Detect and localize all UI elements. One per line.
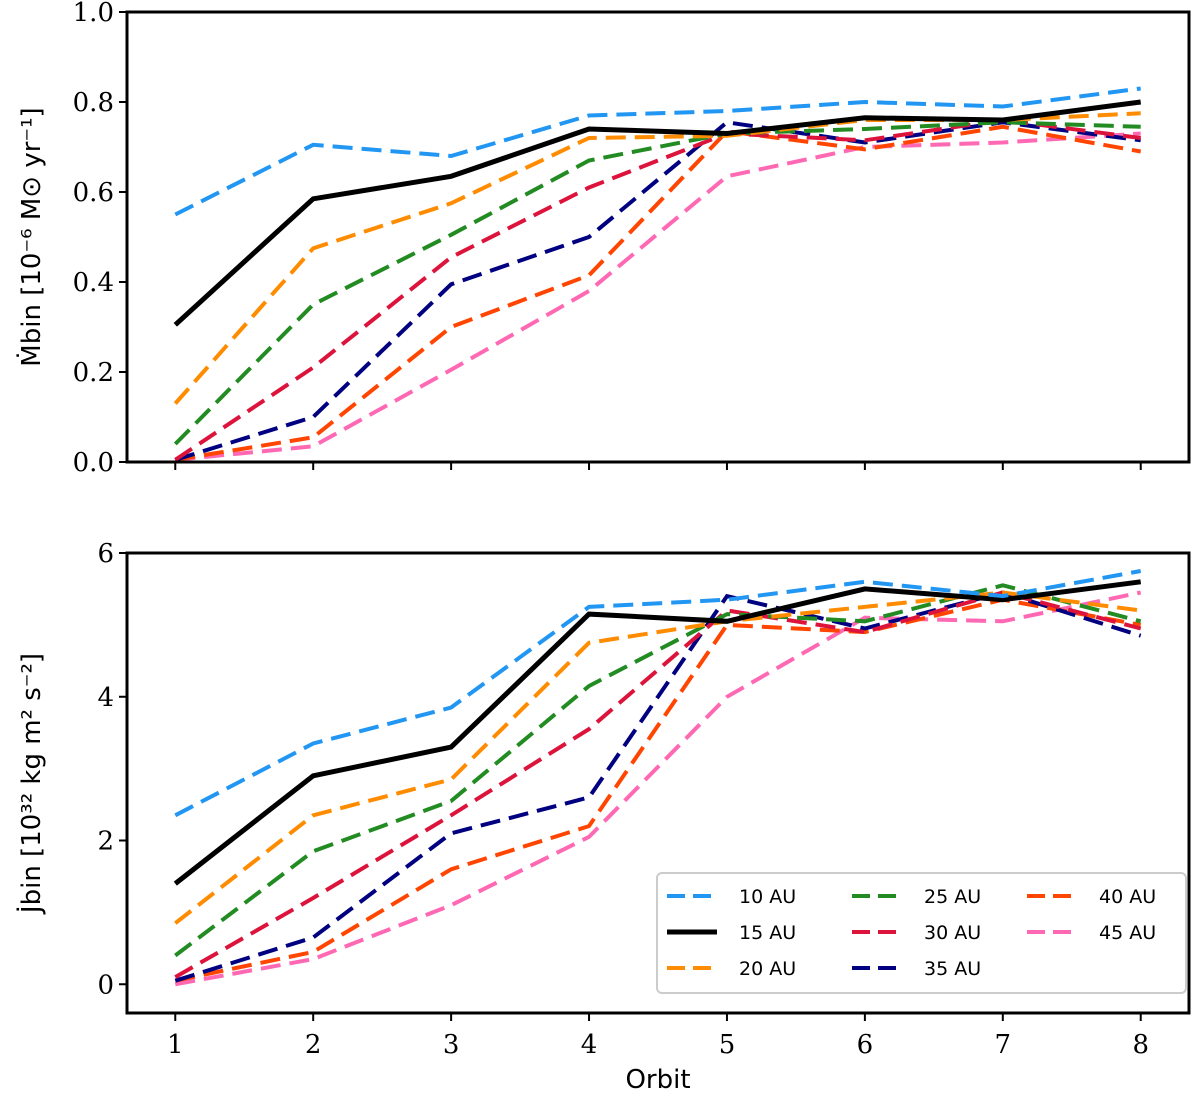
top-ytick-label: 0.6 bbox=[73, 178, 114, 208]
legend-label: 35 AU bbox=[924, 958, 981, 980]
bottom-ytick-label: 6 bbox=[97, 539, 114, 569]
top-ylabel: Ṁbin [10⁻⁶ M⊙ yr⁻¹] bbox=[15, 107, 47, 366]
bottom-xtick-label: 1 bbox=[167, 1030, 184, 1060]
bottom-xtick-label: 8 bbox=[1132, 1030, 1149, 1060]
bottom-series-line-30au bbox=[174, 590, 1142, 979]
legend-label: 40 AU bbox=[1099, 886, 1156, 908]
top-ytick-label: 0.8 bbox=[73, 88, 114, 118]
bottom-xlabel: Orbit bbox=[625, 1065, 690, 1095]
bottom-xtick-label: 5 bbox=[719, 1030, 736, 1060]
top-series-line-25au bbox=[173, 120, 1141, 446]
bottom-series-line-10au bbox=[174, 569, 1142, 818]
bottom-xtick-label: 3 bbox=[443, 1030, 460, 1060]
bottom-ytick-label: 2 bbox=[97, 827, 114, 857]
legend-label: 30 AU bbox=[924, 922, 981, 944]
bottom-series-line-15au bbox=[173, 579, 1142, 886]
top-series-line-15au bbox=[173, 99, 1142, 327]
top-ytick-label: 0.2 bbox=[73, 358, 114, 388]
bottom-panel: 0 2 4 6 1 2 3 4 5 6 7 8 J̇bin [10³² kg m² s⁻²] Orbit 1… bbox=[15, 539, 1191, 1095]
legend-label: 45 AU bbox=[1099, 922, 1156, 944]
top-series-line-40au bbox=[174, 124, 1142, 462]
top-series-line-45au bbox=[175, 131, 1141, 462]
bottom-xtick-label: 4 bbox=[581, 1030, 598, 1060]
bottom-xtick-label: 7 bbox=[995, 1030, 1012, 1060]
legend-box bbox=[656, 872, 1187, 994]
legend-label: 20 AU bbox=[739, 958, 796, 980]
top-ytick-label: 0.0 bbox=[73, 448, 114, 478]
bottom-series-line-25au bbox=[174, 583, 1142, 958]
legend-label: 10 AU bbox=[739, 886, 796, 908]
bottom-plot-frame bbox=[125, 551, 1191, 1015]
bottom-series-group bbox=[173, 569, 1142, 987]
legend-label: 15 AU bbox=[739, 922, 796, 944]
bottom-series-line-40au bbox=[174, 597, 1142, 983]
bottom-series-line-45au bbox=[174, 590, 1142, 987]
bottom-ylabel: J̇bin [10³² kg m² s⁻²] bbox=[15, 653, 47, 915]
bottom-ytick-label: 0 bbox=[97, 970, 114, 1000]
bottom-series-line-20au bbox=[174, 590, 1141, 925]
top-series-line-35au bbox=[174, 120, 1141, 462]
bottom-xtick-label: 6 bbox=[857, 1030, 874, 1060]
legend: 10 AU 15 AU 20 AU 25 AU 30 AU 35 AU 40 AU 45 AU bbox=[656, 872, 1187, 994]
top-ytick-label: 1.0 bbox=[73, 0, 114, 28]
top-series-group bbox=[173, 86, 1142, 462]
legend-label: 25 AU bbox=[924, 886, 981, 908]
bottom-ytick-label: 4 bbox=[97, 683, 114, 713]
top-ytick-label: 0.4 bbox=[73, 268, 114, 298]
top-plot-frame bbox=[125, 10, 1191, 464]
bottom-xtick-label: 2 bbox=[305, 1030, 322, 1060]
top-series-line-10au bbox=[174, 86, 1141, 217]
top-panel: 0.0 0.2 0.4 0.6 0.8 1.0 Ṁbin [10⁻⁶ M⊙ yr⁻¹] bbox=[15, 0, 1191, 478]
